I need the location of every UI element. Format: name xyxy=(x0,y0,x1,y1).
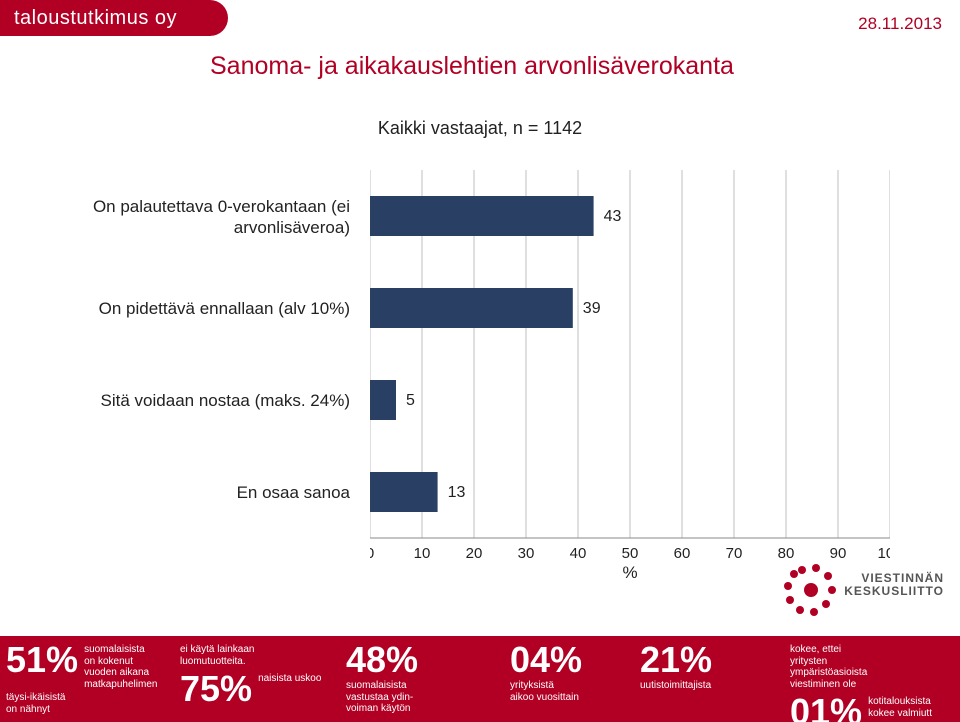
svg-text:60: 60 xyxy=(674,545,691,562)
svg-text:50: 50 xyxy=(622,545,639,562)
svg-text:70: 70 xyxy=(726,545,743,562)
page-title: Sanoma- ja aikakauslehtien arvonlisävero… xyxy=(210,52,734,81)
brand-badge: taloustutkimus oy xyxy=(0,0,210,36)
brand-text: taloustutkimus oy xyxy=(14,7,177,29)
logo-line2: KESKUSLIITTO xyxy=(844,584,944,598)
svg-text:30: 30 xyxy=(518,545,535,562)
chart-subtitle: Kaikki vastaajat, n = 1142 xyxy=(0,118,960,139)
bar xyxy=(370,380,396,420)
bar-labels: On palautettava 0-verokantaan (ei arvonl… xyxy=(50,170,360,565)
logo-line1: VIESTINNÄN xyxy=(861,571,944,585)
footer-col: 48%suomalaisistavastustaa ydin-voiman kä… xyxy=(346,642,516,716)
svg-text:100: 100 xyxy=(877,545,890,562)
svg-text:90: 90 xyxy=(830,545,847,562)
svg-text:10: 10 xyxy=(414,545,431,562)
svg-text:40: 40 xyxy=(570,545,587,562)
footer-col: 21%uutistoimittajista xyxy=(640,642,810,716)
bar xyxy=(370,196,594,236)
partner-logo: VIESTINNÄN KESKUSLIITTO xyxy=(784,562,944,618)
bar-label: On pidettävä ennallaan (alv 10%) xyxy=(50,298,350,319)
bar-chart: On palautettava 0-verokantaan (ei arvonl… xyxy=(50,170,910,565)
svg-text:20: 20 xyxy=(466,545,483,562)
bar xyxy=(370,288,573,328)
bar-label: Sitä voidaan nostaa (maks. 24%) xyxy=(50,390,350,411)
bar-plot: 0 10 20 30 40 50 60 70 80 90 100 43 39 5 13 xyxy=(370,170,890,565)
bar-value: 43 xyxy=(604,208,622,225)
svg-text:80: 80 xyxy=(778,545,795,562)
bar-value: 13 xyxy=(448,484,466,501)
footer-banner: 51%suomalaisistaon kokenutvuoden aikanam… xyxy=(0,636,960,722)
bar-label: En osaa sanoa xyxy=(50,482,350,503)
footer-col: 51%suomalaisistaon kokenutvuoden aikanam… xyxy=(6,642,176,716)
footer-col: ei käytä lainkaanluomutuotteita.75%naisi… xyxy=(180,642,350,716)
page-date: 28.11.2013 xyxy=(858,14,942,34)
svg-text:0: 0 xyxy=(370,545,374,562)
bar xyxy=(370,472,438,512)
bar-value: 39 xyxy=(583,300,601,317)
bar-value: 5 xyxy=(406,392,415,409)
bar-label: On palautettava 0-verokantaan (ei arvonl… xyxy=(50,196,350,239)
footer-col: kokee, etteiyritystenympäristöasioistavi… xyxy=(790,642,960,716)
